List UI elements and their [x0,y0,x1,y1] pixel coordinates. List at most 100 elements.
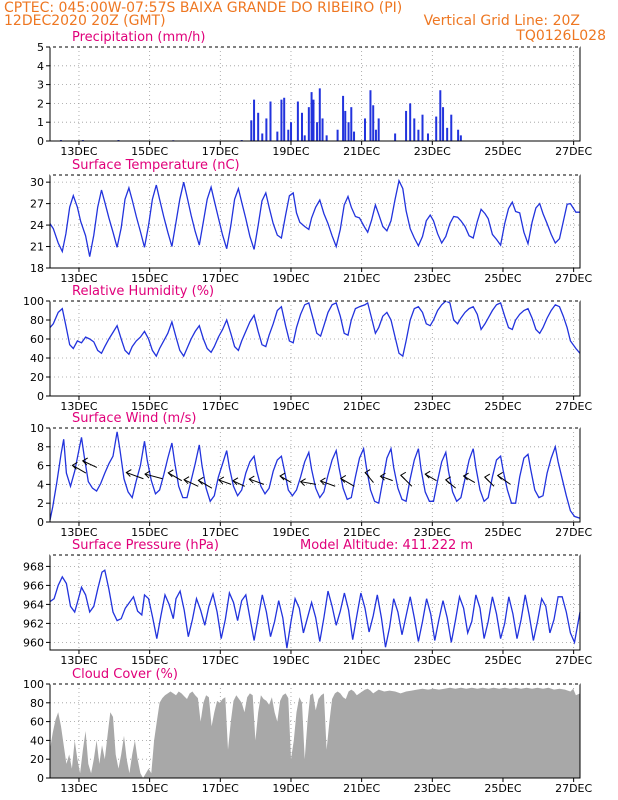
wind-arrow [183,479,199,487]
series-line [49,178,580,257]
y-tick-label: 40 [30,352,44,365]
precip-bar [321,118,324,141]
panel-title: Surface Temperature (nC) [72,158,240,173]
y-tick-label: 80 [30,697,44,710]
x-tick-label: 15DEC [131,272,168,285]
panel-0: Precipitation (mm/h) 0 1 2 3 4 5 13DEC 15DEC 17DE… [37,30,593,158]
precip-bar [342,95,345,141]
panel-1: Surface Temperature (nC) 18 21 24 27 30 13DEC 1… [30,158,593,285]
x-tick-label: 25DEC [484,526,521,539]
wind-arrow-head [379,472,386,481]
precip-bar [318,88,321,141]
x-tick-label: 17DEC [202,400,239,413]
x-tick-label: 19DEC [272,145,309,158]
x-tick-label: 25DEC [484,782,521,795]
wind-arrow [82,460,98,468]
x-tick-label: 25DEC [484,400,521,413]
x-tick-label: 27DEC [555,145,592,158]
x-tick-label: 25DEC [484,654,521,667]
precip-bar [290,122,293,141]
x-tick-label: 17DEC [202,526,239,539]
wind-arrow-head [299,478,306,487]
x-tick-label: 27DEC [555,400,592,413]
wind-arrow-head [279,472,286,481]
precip-bar [374,129,377,141]
plot-frame [49,300,581,397]
y-tick-label: 27 [30,198,44,211]
wind-arrow-head [218,476,225,485]
x-tick-label: 21DEC [343,400,380,413]
y-tick-label: 4 [37,478,44,491]
header-location: CPTEC: 045:00W-07:57S BAIXA GRANDE DO RI… [4,0,402,16]
panel-title: Cloud Cover (%) [72,667,178,682]
series-line [49,431,581,521]
x-tick-label: 27DEC [555,526,592,539]
x-tick-label: 13DEC [60,526,97,539]
header-model: TQ0126L028 [515,28,606,44]
wind-arrow-head [496,472,503,480]
precip-bar [439,90,442,141]
series-line [49,300,581,358]
y-tick-label: 0 [37,516,44,529]
x-tick-label: 27DEC [555,272,592,285]
y-tick-label: 2 [37,97,44,110]
panel-subtitle: Model Altitude: 411.222 m [300,538,473,553]
precip-bar [413,118,416,141]
y-tick-label: 3 [37,79,44,92]
panels: Precipitation (mm/h) 0 1 2 3 4 5 13DEC 15DEC 17DE… [23,30,593,795]
y-tick-label: 5 [37,41,44,54]
x-tick-label: 25DEC [484,145,521,158]
panel-title: Relative Humidity (%) [72,284,214,299]
panel-4: Surface Pressure (hPa) Model Altitude: 41… [23,538,593,667]
precip-bar [336,129,339,141]
wind-arrow-head [424,470,431,479]
x-tick-label: 23DEC [414,272,451,285]
precip-bar [276,131,279,141]
precip-bar [287,129,290,141]
precip-bar [307,107,310,141]
y-tick-label: 964 [23,598,44,611]
precip-bar [253,99,256,141]
precip-bar [344,110,347,141]
x-tick-label: 13DEC [60,400,97,413]
precip-bar [296,101,299,141]
x-tick-label: 19DEC [272,526,309,539]
y-tick-label: 80 [30,314,44,327]
x-tick-label: 23DEC [414,526,451,539]
x-tick-label: 15DEC [131,526,168,539]
y-tick-label: 0 [37,390,44,403]
y-tick-label: 20 [30,371,44,384]
precip-bar [250,120,253,141]
precip-bar [269,101,272,141]
x-tick-label: 27DEC [555,654,592,667]
x-tick-label: 13DEC [60,145,97,158]
precip-bar [457,129,460,141]
wind-arrow [463,475,476,483]
precip-bar [280,99,283,141]
wind-arrow [72,464,87,474]
x-tick-label: 13DEC [60,782,97,795]
precip-bar [257,112,260,141]
x-tick-label: 15DEC [131,782,168,795]
y-tick-label: 0 [37,135,44,148]
wind-arrow-head [400,471,407,480]
panel-title: Surface Wind (m/s) [72,411,196,426]
wind-arrow [249,478,265,485]
x-tick-label: 21DEC [343,526,380,539]
precip-bar [283,97,286,141]
cloud-area [50,687,580,778]
wind-arrow [300,481,317,485]
y-tick-label: 21 [30,241,44,254]
y-tick-label: 0 [37,772,44,785]
precip-bar [347,122,350,141]
precip-bar [372,105,375,141]
x-tick-label: 27DEC [555,782,592,795]
wind-arrow [218,479,232,485]
x-tick-label: 17DEC [202,654,239,667]
precip-bar [459,135,462,141]
panel-title: Precipitation (mm/h) [72,30,205,45]
precip-bar [369,90,372,141]
precip-bar [405,110,408,141]
wind-arrow-head [125,469,132,477]
